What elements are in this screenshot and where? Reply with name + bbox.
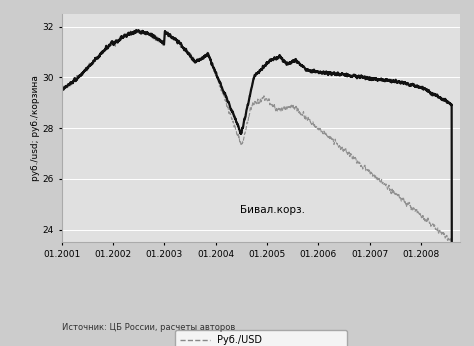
Y-axis label: руб./usd; руб./корзина: руб./usd; руб./корзина xyxy=(31,75,40,181)
Legend: Руб./USD, Руб./Бивалютн. корзина: Руб./USD, Руб./Бивалютн. корзина xyxy=(174,330,347,346)
Text: Бивал.корз.: Бивал.корз. xyxy=(240,205,305,215)
Text: Источник: ЦБ России, расчеты авторов: Источник: ЦБ России, расчеты авторов xyxy=(62,323,235,332)
